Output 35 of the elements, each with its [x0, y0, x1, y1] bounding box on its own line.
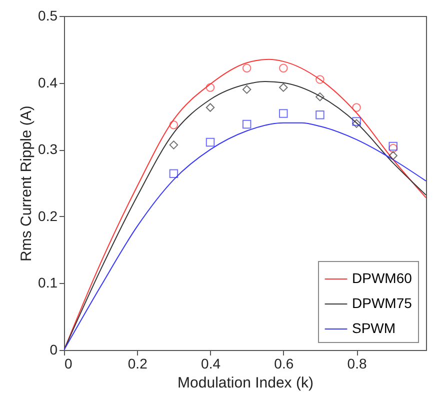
point	[206, 83, 215, 92]
y-tick-label: 0.4	[38, 74, 58, 90]
point	[242, 64, 252, 72]
point	[169, 120, 178, 130]
point	[352, 117, 361, 126]
point	[169, 169, 178, 178]
point	[388, 151, 398, 160]
y-tick-label: 0.3	[38, 141, 58, 158]
point	[279, 109, 288, 118]
point	[352, 103, 361, 112]
legend-label: DPWM60	[352, 270, 412, 286]
point	[242, 85, 252, 94]
legend-label: DPWM75	[352, 295, 412, 311]
y-tick-label: 0.1	[38, 274, 58, 291]
point	[316, 75, 324, 84]
x-tick-label: 0.4	[201, 356, 221, 372]
x-axis-title: Modulation Index (k)	[178, 374, 314, 392]
x-tick-label: 0	[64, 356, 72, 372]
point	[206, 103, 215, 112]
point	[316, 110, 324, 120]
point	[279, 83, 288, 92]
x-tick-label: 0.2	[128, 356, 148, 372]
x-tick-label: 0.6	[274, 356, 294, 372]
y-tick-label: 0.5	[38, 8, 58, 24]
x-tick-label: 0.8	[347, 356, 367, 372]
point	[279, 64, 288, 72]
point	[206, 138, 215, 147]
line-series	[64, 122, 426, 350]
point	[242, 120, 252, 129]
point	[316, 92, 324, 102]
legend-label: SPWM	[352, 320, 396, 336]
point	[169, 140, 178, 150]
y-tick-label: 0.2	[38, 208, 58, 224]
y-tick-label: 0	[50, 342, 58, 358]
y-axis-title: Rms Current Ripple (A)	[18, 106, 36, 262]
